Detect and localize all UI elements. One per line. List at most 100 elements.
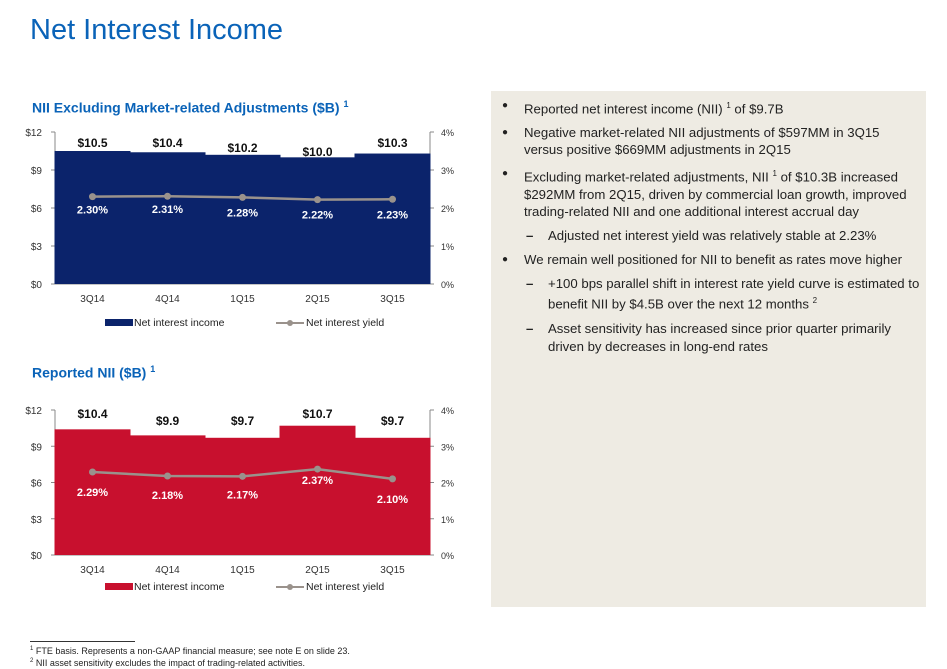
yield-value-label: 2.37%: [302, 475, 333, 487]
right-axis-tick-label: 3%: [441, 442, 454, 452]
commentary-panel: Reported net interest income (NII) 1 of …: [491, 91, 926, 607]
bar-net-interest-income: [54, 429, 131, 555]
right-axis-tick-label: 2%: [441, 479, 454, 489]
footnote-2-text: NII asset sensitivity excludes the impac…: [35, 658, 305, 668]
x-axis-category-label: 3Q14: [80, 565, 105, 576]
chart2-title: Reported NII ($B) 1: [32, 364, 155, 381]
bullet-text-continued: of $10.3B increased $292MM from 2Q15, dr…: [524, 169, 907, 220]
sub-bullet-item-6: Asset sensitivity has increased since pr…: [491, 320, 921, 355]
bar-value-label: $9.7: [381, 414, 405, 428]
chart-reported-nii: $0 $3 $6 $9 $12 0% 1% 2% 3% 4% $10.4 3Q14 $9.9 4Q14 $9…: [25, 406, 454, 593]
chart1-title-note: 1: [343, 99, 349, 109]
page-title: Net Interest Income: [30, 14, 284, 46]
chart1-title-text: NII Excluding Market-related Adjustments…: [32, 99, 340, 116]
x-axis-category-label: 1Q15: [230, 565, 255, 576]
bar-value-label: $9.7: [231, 414, 255, 428]
bar-value-label: $10.2: [227, 141, 257, 155]
right-axis-tick-label: 4%: [441, 128, 454, 138]
legend-label-bar: Net interest income: [134, 317, 225, 329]
bullet-text: Negative market-related NII adjustments …: [524, 124, 880, 158]
yield-value-label: 2.18%: [152, 490, 183, 502]
left-axis-tick-label: $12: [25, 406, 42, 417]
bullet-text: +100 bps parallel shift in interest rate…: [548, 275, 920, 312]
legend-label-bar: Net interest income: [134, 581, 225, 593]
chart2-title-text: Reported NII ($B): [32, 364, 147, 381]
bar-value-label: $10.3: [377, 136, 407, 150]
left-axis-tick-label: $6: [31, 479, 43, 490]
bar-net-interest-income: [204, 437, 281, 555]
left-axis-tick-label: $0: [31, 280, 43, 291]
left-axis-tick-label: $3: [31, 515, 43, 526]
yield-point: [239, 472, 246, 480]
left-axis-tick-label: $9: [31, 442, 43, 453]
yield-value-label: 2.23%: [377, 209, 408, 221]
left-axis-tick-label: $3: [31, 242, 43, 253]
bar-net-interest-income: [279, 425, 356, 555]
legend-label-line: Net interest yield: [306, 317, 384, 329]
footnote-1: 1 FTE basis. Represents a non-GAAP finan…: [30, 646, 350, 656]
footnote-1-text: FTE basis. Represents a non-GAAP financi…: [35, 646, 350, 656]
x-axis-category-label: 4Q14: [155, 565, 180, 576]
yield-point: [314, 465, 321, 473]
legend-swatch-marker: [287, 320, 293, 326]
right-axis-tick-label: 4%: [441, 406, 454, 416]
yield-point: [89, 468, 96, 476]
yield-point: [314, 196, 321, 204]
x-axis-category-label: 2Q15: [305, 294, 330, 305]
bar-value-label: $10.4: [77, 407, 107, 421]
x-axis-category-label: 3Q15: [380, 565, 405, 576]
bar-value-label: $10.5: [77, 136, 107, 150]
bar-net-interest-income: [129, 152, 206, 284]
x-axis-category-label: 3Q14: [80, 294, 105, 305]
bullet-text: Asset sensitivity has increased since pr…: [548, 321, 892, 354]
bar-value-label: $10.4: [152, 136, 182, 150]
x-axis-category-label: 3Q15: [380, 294, 405, 305]
yield-point: [239, 193, 246, 201]
legend-swatch-marker: [287, 584, 293, 590]
yield-point: [389, 195, 396, 203]
bullet-text: Adjusted net interest yield was relative…: [548, 227, 877, 243]
legend-swatch-bar: [105, 319, 133, 326]
left-axis-tick-label: $12: [25, 128, 42, 139]
legend-swatch-bar: [105, 583, 133, 590]
x-axis-category-label: 2Q15: [305, 565, 330, 576]
bar-net-interest-income: [129, 435, 206, 555]
right-axis-tick-label: 0%: [441, 280, 454, 290]
left-axis-tick-label: $0: [31, 551, 43, 562]
chart-nii-excluding-adjustments: $0 $3 $6 $9 $12 0% 1% 2% 3% 4% $10.5 3Q14 $10.4 4Q14 $…: [25, 128, 454, 329]
bullet-text: We remain well positioned for NII to ben…: [524, 252, 902, 268]
bar-net-interest-income: [204, 154, 281, 284]
bullet-footnote-mark: 1: [772, 168, 777, 178]
right-axis-tick-label: 2%: [441, 204, 454, 214]
yield-value-label: 2.31%: [152, 204, 183, 216]
sub-bullet-item-3: Adjusted net interest yield was relative…: [491, 227, 921, 245]
bullet-item-1: Negative market-related NII adjustments …: [491, 124, 921, 159]
chart2-title-note: 1: [150, 364, 156, 374]
bullet-item-0: Reported net interest income (NII) 1 of …: [491, 97, 921, 118]
bar-value-label: $10.0: [302, 145, 332, 159]
yield-point: [389, 475, 396, 483]
right-axis-tick-label: 1%: [441, 515, 454, 525]
right-axis-tick-label: 1%: [441, 242, 454, 252]
bullet-item-2: Excluding market-related adjustments, NI…: [491, 165, 921, 221]
sub-bullet-item-5: +100 bps parallel shift in interest rate…: [491, 275, 921, 313]
bar-net-interest-income: [354, 437, 431, 555]
yield-value-label: 2.29%: [77, 487, 108, 499]
x-axis-category-label: 4Q14: [155, 294, 180, 305]
yield-value-label: 2.28%: [227, 207, 258, 219]
right-axis-tick-label: 0%: [441, 551, 454, 561]
bar-value-label: $9.9: [156, 414, 180, 428]
bar-net-interest-income: [279, 157, 356, 284]
bullet-item-4: We remain well positioned for NII to ben…: [491, 251, 921, 269]
yield-value-label: 2.17%: [227, 489, 258, 501]
footnote-divider: [30, 641, 135, 642]
yield-point: [89, 193, 96, 201]
bullet-text: Excluding market-related adjustments, NI…: [524, 169, 769, 185]
bullet-footnote-mark: 1: [726, 101, 731, 110]
bullet-list: Reported net interest income (NII) 1 of …: [491, 97, 921, 362]
x-axis-category-label: 1Q15: [230, 294, 255, 305]
left-axis-tick-label: $9: [31, 166, 43, 177]
left-axis-tick-label: $6: [31, 204, 43, 215]
footnote-1-mark: 1: [30, 646, 34, 652]
yield-point: [164, 472, 171, 480]
